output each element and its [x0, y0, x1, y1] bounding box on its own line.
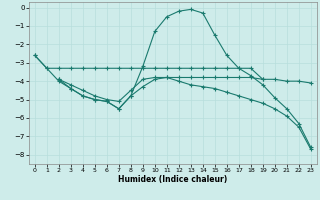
X-axis label: Humidex (Indice chaleur): Humidex (Indice chaleur)	[118, 175, 228, 184]
